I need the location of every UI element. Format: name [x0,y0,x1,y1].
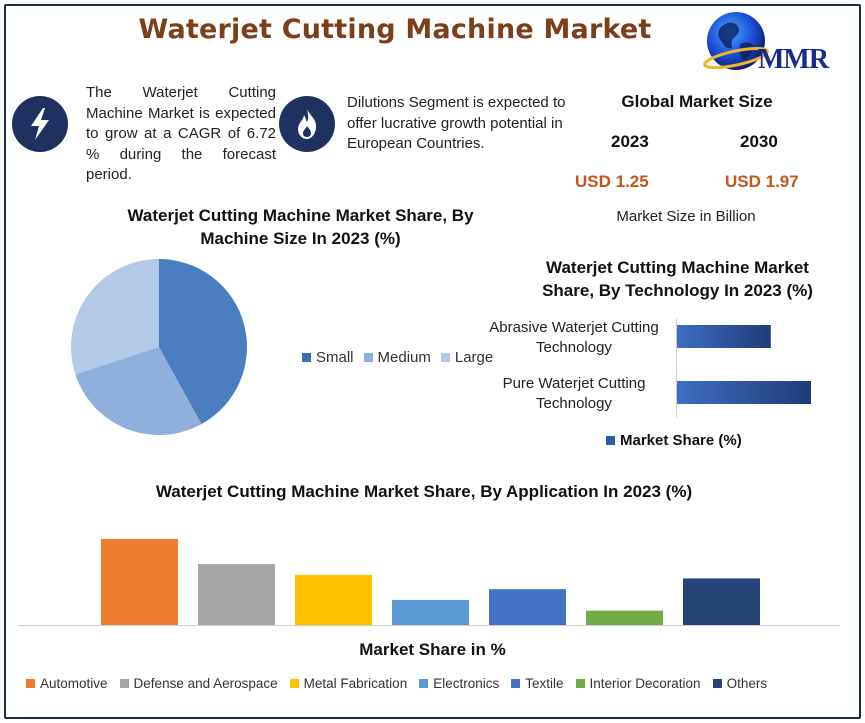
app-legend-swatch [119,679,129,688]
app-legend-label: Defense and Aerospace [133,676,278,691]
app-legend-label: Textile [525,676,564,691]
app-x-axis [18,625,840,626]
app-bar-others [683,578,760,625]
pie-legend-label: Large [454,349,494,366]
app-legend-label: Automotive [40,676,108,691]
logo-text: MMR [758,44,829,75]
app-legend-swatch [511,679,521,688]
app-legend-item-interior-decoration: Interior Decoration [575,676,701,691]
pie-chart-title: Waterjet Cutting Machine Market Share, B… [127,206,474,248]
cagr-info-text: The Waterjet Cutting Machine Market is e… [86,84,276,183]
app-bar-chart [101,539,760,625]
app-legend-item-others: Others [712,676,768,691]
app-x-axis-label: Market Share in % [359,640,506,659]
app-bar-interior-decoration [586,610,663,625]
page-title: Waterjet Cutting Machine Market [138,14,652,45]
pie-legend-item-small: Small [302,349,354,366]
tech-bar-chart [676,318,811,418]
app-bar-textile [489,589,566,625]
market-value-end: USD 1.97 [725,172,799,191]
market-year-end: 2030 [740,132,778,151]
pie-legend: Small Medium Large [302,349,493,366]
globe-icon [703,12,769,70]
app-legend-item-textile: Textile [511,676,564,691]
app-legend-item-automotive: Automotive [26,676,108,691]
app-legend-swatch [26,679,35,688]
app-legend-item-metal-fabrication: Metal Fabrication [289,676,408,691]
pie-slice-medium [75,347,202,435]
pie-slice-small [159,259,248,425]
app-bar-electronics [392,599,469,625]
tech-legend-swatch [606,436,615,445]
mmr-logo: MMR [702,10,850,76]
pie-chart [70,259,248,435]
app-legend-item-electronics: Electronics [419,676,499,691]
app-bar-automotive [101,539,178,625]
app-legend-item-defense-and-aerospace: Defense and Aerospace [119,676,278,691]
app-chart-title: Waterjet Cutting Machine Market Share, B… [155,482,693,501]
market-value-start: USD 1.25 [575,172,649,191]
tech-label-abrasive: Abrasive Waterjet Cutting Technology [489,319,659,356]
app-legend-label: Others [726,676,768,691]
app-legend-swatch [712,679,722,688]
app-legend-swatch [289,679,299,688]
pie-legend-swatch [363,353,373,362]
lightning-icon [12,96,68,152]
market-size-unit: Market Size in Billion [616,208,756,225]
tech-label-pure: Pure Waterjet Cutting Technology [502,375,646,412]
app-bar-metal-fabrication [295,574,372,625]
pie-legend-label: Small [316,349,354,366]
app-legend-label: Metal Fabrication [303,676,408,691]
tech-legend: Market Share (%) [606,432,742,449]
pie-legend-item-large: Large [440,349,494,366]
app-legend-swatch [575,679,585,688]
tech-bar-abrasive-waterjet-cutting-technology [677,325,771,348]
app-legend-label: Electronics [433,676,500,691]
pie-legend-swatch [440,353,450,362]
app-bar-defense-and-aerospace [198,564,275,625]
dilution-info-text: Dilutions Segment is expected to offer l… [347,94,566,152]
pie-legend-label: Medium [377,349,431,366]
flame-icon [279,96,335,152]
market-size-title: Global Market Size [621,92,773,111]
tech-bar-pure-waterjet-cutting-technology [677,381,811,404]
app-legend: Automotive Defense and Aerospace Metal Fab… [26,676,767,691]
pie-legend-swatch [302,353,311,362]
tech-legend-label: Market Share (%) [620,432,742,449]
app-legend-swatch [419,679,429,688]
pie-legend-item-medium: Medium [363,349,431,366]
app-legend-label: Interior Decoration [589,676,701,691]
pie-slice-large [70,259,159,375]
market-year-start: 2023 [611,132,649,151]
tech-chart-title: Waterjet Cutting Machine Market Share, B… [542,258,813,300]
